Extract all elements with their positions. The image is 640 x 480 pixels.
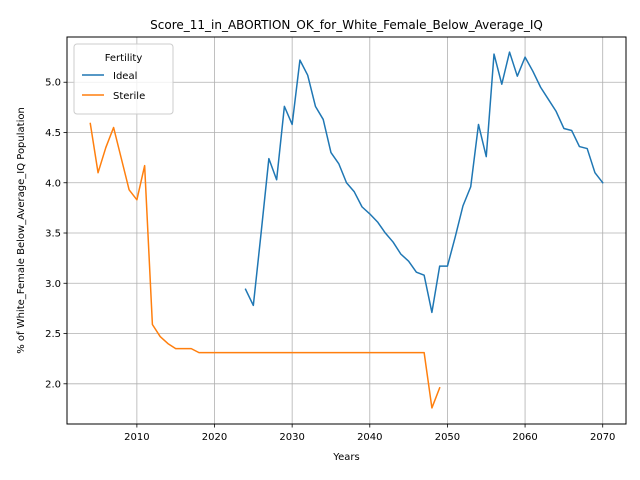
legend-title: Fertility bbox=[105, 53, 143, 64]
y-tick-label: 5.0 bbox=[45, 78, 61, 89]
y-tick-label: 2.5 bbox=[45, 329, 61, 340]
plot-frame bbox=[66, 36, 627, 425]
y-axis-label: % of White_Female Below_Average_IQ Popul… bbox=[16, 107, 27, 354]
legend-label-sterile: Sterile bbox=[113, 91, 145, 102]
chart-title: Score_11_in_ABORTION_OK_for_White_Female… bbox=[150, 18, 543, 32]
x-tick-label: 2070 bbox=[590, 432, 615, 443]
x-tick-label: 2020 bbox=[202, 432, 227, 443]
legend-items: Ideal Sterile bbox=[82, 71, 145, 102]
y-tick-label: 3.0 bbox=[45, 279, 61, 290]
x-tick-label: 2060 bbox=[512, 432, 537, 443]
x-tick-label: 2030 bbox=[279, 432, 304, 443]
x-tick-label: 2050 bbox=[435, 432, 460, 443]
series-layer bbox=[89, 51, 604, 409]
grid-lines bbox=[67, 37, 626, 424]
x-tick-label: 2010 bbox=[124, 432, 149, 443]
x-tick-label: 2040 bbox=[357, 432, 382, 443]
axis-ticks: 2010 2020 2030 2040 2050 2060 2070 2.0 2.5 3.0 3.5… bbox=[45, 78, 615, 443]
y-tick-label: 4.5 bbox=[45, 128, 61, 139]
y-tick-label: 2.0 bbox=[45, 379, 61, 390]
x-axis-label: Years bbox=[332, 452, 359, 463]
legend-box bbox=[73, 43, 174, 115]
series-line-sterile bbox=[89, 122, 441, 409]
legend: Fertility Ideal Sterile bbox=[73, 43, 174, 115]
y-tick-label: 3.5 bbox=[45, 229, 61, 240]
y-tick-label: 4.0 bbox=[45, 178, 61, 189]
series-line-ideal bbox=[244, 51, 604, 314]
legend-label-ideal: Ideal bbox=[113, 71, 137, 82]
